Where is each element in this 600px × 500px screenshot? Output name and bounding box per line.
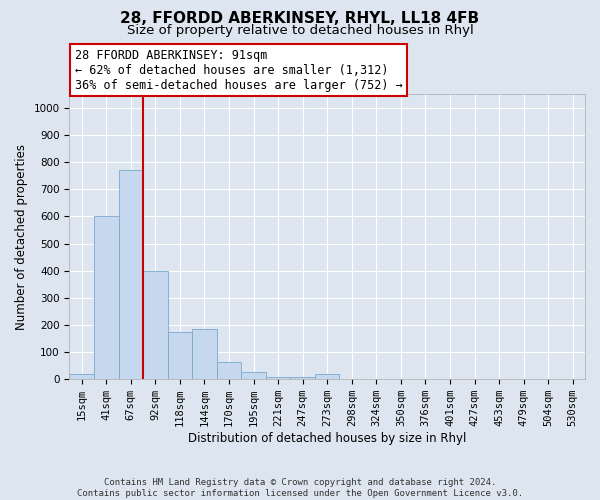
Bar: [192, 329, 217, 379]
Bar: [241, 372, 266, 379]
Bar: [167, 332, 192, 379]
Bar: [143, 270, 167, 379]
Bar: [315, 374, 340, 379]
Bar: [290, 376, 315, 379]
Text: Size of property relative to detached houses in Rhyl: Size of property relative to detached ho…: [127, 24, 473, 37]
Bar: [266, 376, 290, 379]
Text: 28, FFORDD ABERKINSEY, RHYL, LL18 4FB: 28, FFORDD ABERKINSEY, RHYL, LL18 4FB: [121, 11, 479, 26]
Bar: [70, 374, 94, 379]
Bar: [217, 362, 241, 379]
Y-axis label: Number of detached properties: Number of detached properties: [15, 144, 28, 330]
X-axis label: Distribution of detached houses by size in Rhyl: Distribution of detached houses by size …: [188, 432, 466, 445]
Bar: [119, 170, 143, 379]
Bar: [94, 216, 119, 379]
Text: 28 FFORDD ABERKINSEY: 91sqm
← 62% of detached houses are smaller (1,312)
36% of : 28 FFORDD ABERKINSEY: 91sqm ← 62% of det…: [74, 48, 403, 92]
Text: Contains HM Land Registry data © Crown copyright and database right 2024.
Contai: Contains HM Land Registry data © Crown c…: [77, 478, 523, 498]
